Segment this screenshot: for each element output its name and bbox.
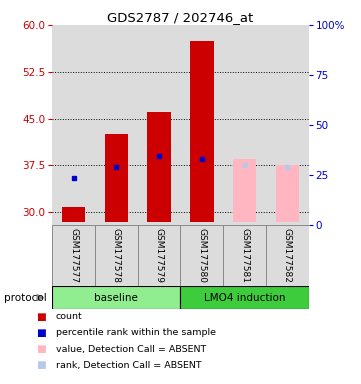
Bar: [266, 225, 309, 286]
Bar: [138, 225, 180, 286]
Text: GSM177579: GSM177579: [155, 228, 164, 283]
Text: percentile rank within the sample: percentile rank within the sample: [56, 328, 216, 338]
Bar: [190, 41, 214, 222]
Text: value, Detection Call = ABSENT: value, Detection Call = ABSENT: [56, 344, 206, 354]
Text: rank, Detection Call = ABSENT: rank, Detection Call = ABSENT: [56, 361, 201, 370]
Bar: [52, 225, 95, 286]
Text: GSM177582: GSM177582: [283, 228, 292, 283]
Bar: [223, 225, 266, 286]
Text: ■: ■: [36, 360, 46, 370]
Text: baseline: baseline: [95, 293, 138, 303]
Text: GSM177580: GSM177580: [197, 228, 206, 283]
Text: count: count: [56, 312, 83, 321]
Text: ■: ■: [36, 312, 46, 322]
Bar: [180, 286, 309, 309]
Bar: [180, 225, 223, 286]
Bar: [147, 113, 171, 222]
Text: LMO4 induction: LMO4 induction: [204, 293, 285, 303]
Text: GSM177578: GSM177578: [112, 228, 121, 283]
Text: ■: ■: [36, 328, 46, 338]
Bar: [52, 286, 180, 309]
Bar: [233, 159, 256, 222]
Bar: [105, 134, 128, 222]
Bar: [62, 207, 86, 222]
Text: GSM177577: GSM177577: [69, 228, 78, 283]
Bar: [275, 166, 299, 222]
Title: GDS2787 / 202746_at: GDS2787 / 202746_at: [107, 11, 254, 24]
Bar: [95, 225, 138, 286]
Text: protocol: protocol: [4, 293, 46, 303]
Text: GSM177581: GSM177581: [240, 228, 249, 283]
Text: ■: ■: [36, 344, 46, 354]
